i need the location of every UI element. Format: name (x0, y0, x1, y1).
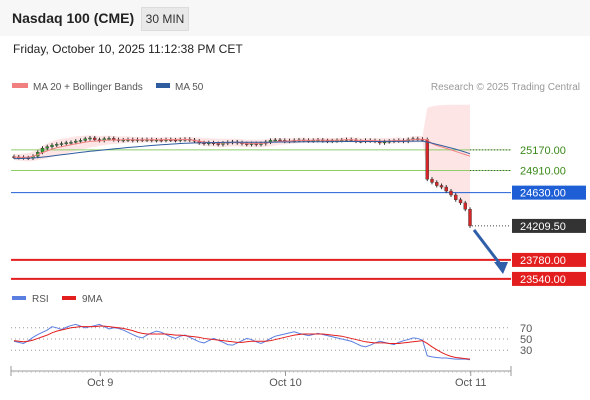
level-label: 25170.00 (520, 145, 566, 157)
candle-body (458, 199, 463, 204)
candle-body (59, 143, 64, 145)
level-label: 23780.00 (520, 255, 566, 267)
candle-body (107, 138, 111, 140)
ma50-legend-swatch (156, 83, 170, 88)
candle-body (454, 194, 458, 200)
candle-body (55, 144, 59, 146)
candle-body (435, 182, 439, 186)
rsi-ma-legend-swatch (62, 296, 76, 300)
candle-body (439, 185, 444, 188)
candle-body (64, 142, 68, 144)
candle-body (69, 142, 73, 144)
candle-body (273, 139, 277, 142)
candle-body (83, 138, 87, 141)
x-axis-ticks: Oct 9 Oct 10 Oct 11 (10, 366, 512, 389)
rsi-level-label: 50 (520, 334, 532, 346)
candle-body (449, 190, 453, 196)
x-tick-label: Oct 9 (87, 377, 113, 389)
credit-text: Research © 2025 Trading Central (431, 82, 580, 93)
candle-body (463, 202, 467, 210)
candle-body (88, 137, 92, 140)
level-label: 24209.50 (520, 221, 566, 233)
rsi-ma-line (13, 325, 471, 360)
level-label-box (512, 271, 586, 286)
forecast-arrow-shaft (472, 229, 505, 269)
ma20-legend-label: MA 20 + Bollinger Bands (33, 82, 143, 93)
rsi-legend-label: RSI (32, 294, 49, 305)
candle-body (444, 186, 448, 192)
candle-body (40, 148, 45, 153)
ma20-legend-swatch (12, 83, 28, 88)
ma50-line (14, 140, 471, 160)
level-label-box (512, 185, 586, 200)
level-label-box (512, 218, 586, 233)
instrument-title: Nasdaq 100 (CME) (12, 10, 135, 26)
timeframe-button[interactable]: 30 MIN (141, 7, 189, 31)
moving-averages (13, 138, 471, 160)
rsi-ma-legend-label: 9MA (82, 294, 103, 305)
candle-body (468, 209, 472, 227)
x-tick-label: Oct 11 (455, 377, 487, 389)
forecast-arrow-head (494, 262, 508, 274)
level-label: 23540.00 (520, 274, 566, 286)
rsi-level-label: 70 (520, 323, 532, 335)
timestamp: Friday, October 10, 2025 11:12:38 PM CET (13, 42, 243, 56)
price-level-labels: 25170.00 24910.00 24630.00 24209.50 23780.00… (512, 145, 586, 286)
level-label: 24910.00 (520, 165, 566, 177)
forecast-arrow (472, 229, 508, 274)
x-tick-label: Oct 10 (269, 377, 301, 389)
rsi-level-label: 30 (520, 345, 532, 357)
candle-body (216, 143, 220, 145)
candle-body (425, 139, 429, 180)
candle-body (74, 140, 78, 143)
ma50-legend-label: MA 50 (175, 82, 204, 93)
candle-body (45, 146, 49, 149)
rsi-legend-swatch (12, 296, 26, 300)
candle-body (50, 144, 54, 147)
candle-body (78, 140, 83, 142)
candle-body (93, 137, 97, 140)
candle-body (430, 178, 434, 183)
candle-body (112, 138, 116, 140)
level-label: 24630.00 (520, 188, 566, 200)
chart-header: Nasdaq 100 (CME) 30 MIN (0, 0, 590, 36)
level-label-box (512, 252, 586, 267)
ma20-line (13, 138, 471, 158)
